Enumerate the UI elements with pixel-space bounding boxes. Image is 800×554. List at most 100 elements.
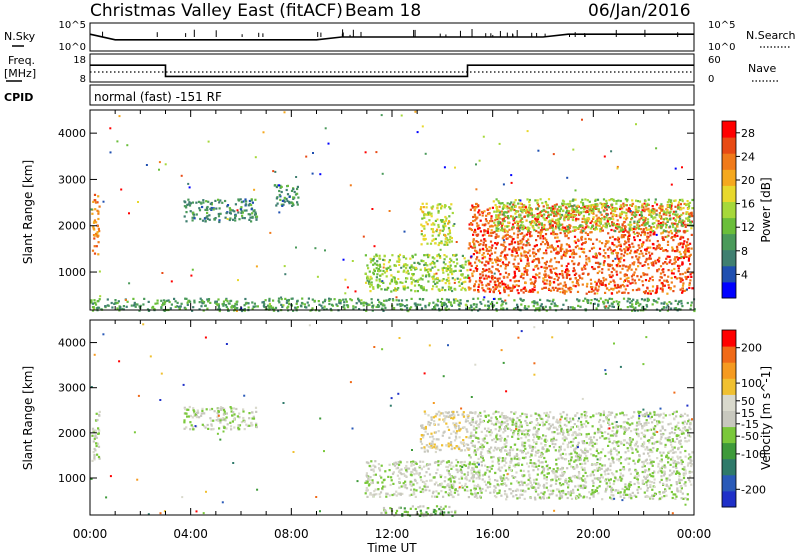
range-gate-cell [358, 300, 361, 303]
range-gate-cell [428, 211, 431, 214]
range-gate-cell [429, 268, 432, 271]
range-gate-cell [624, 240, 627, 243]
range-gate-cell [404, 486, 407, 489]
range-gate-cell [655, 209, 658, 212]
range-gate-cell [458, 284, 461, 287]
range-gate-cell [646, 297, 649, 300]
range-gate-cell [403, 269, 406, 272]
range-gate-cell [436, 259, 439, 263]
range-gate-cell [573, 269, 576, 272]
range-gate-cell [284, 273, 287, 276]
range-gate-cell [433, 483, 436, 486]
range-gate-cell [644, 260, 647, 264]
range-gate-cell [362, 301, 365, 304]
range-gate-cell [540, 303, 543, 306]
range-gate-cell [496, 268, 499, 271]
range-gate-cell [444, 491, 447, 494]
range-gate-cell [280, 298, 283, 301]
range-gate-cell [638, 227, 641, 230]
range-gate-cell [285, 188, 288, 192]
range-gate-cell [368, 464, 371, 468]
range-gate-cell [121, 307, 124, 311]
range-gate-cell [646, 462, 649, 465]
range-gate-cell [663, 284, 666, 287]
range-gate-cell [91, 427, 95, 430]
range-gate-cell [525, 244, 528, 247]
range-gate-cell [451, 211, 454, 215]
range-gate-cell [670, 281, 673, 284]
range-gate-cell [454, 432, 457, 435]
range-gate-cell [503, 290, 506, 294]
range-gate-cell [502, 239, 505, 242]
range-gate-cell [625, 204, 628, 207]
range-gate-cell [590, 287, 593, 291]
range-gate-cell [557, 283, 560, 286]
range-gate-cell [464, 280, 467, 283]
range-gate-cell [418, 472, 421, 475]
range-gate-cell [666, 309, 669, 312]
range-gate-cell [388, 259, 391, 262]
range-gate-cell [641, 243, 644, 246]
range-gate-cell [521, 238, 524, 241]
range-gate-cell [440, 220, 443, 223]
range-gate-cell [197, 411, 200, 414]
range-gate-cell [645, 248, 648, 251]
range-gate-cell [422, 426, 425, 430]
range-gate-cell [329, 307, 332, 311]
range-gate-cell [490, 225, 493, 228]
range-gate-cell [565, 276, 568, 279]
range-gate-cell [464, 482, 467, 485]
range-gate-cell [602, 276, 605, 280]
range-gate-cell [663, 301, 666, 304]
range-gate-cell [390, 274, 393, 277]
range-gate-cell [619, 199, 622, 203]
range-gate-cell [639, 303, 642, 306]
range-gate-cell [544, 286, 547, 289]
range-gate-cell [577, 279, 580, 282]
range-gate-cell [346, 304, 349, 307]
range-gate-cell [418, 473, 421, 477]
range-gate-cell [648, 239, 651, 242]
range-gate-cell [475, 264, 478, 268]
range-gate-cell [677, 204, 680, 207]
range-gate-cell [93, 237, 96, 240]
range-gate-cell [431, 228, 434, 231]
range-gate-cell [412, 493, 415, 496]
range-gate-cell [600, 283, 603, 286]
range-gate-cell [609, 207, 612, 211]
range-gate-cell [496, 263, 499, 266]
range-gate-cell [424, 412, 427, 415]
range-gate-cell [249, 216, 252, 219]
range-gate-cell [349, 184, 352, 187]
range-gate-cell [362, 235, 365, 238]
range-gate-cell [644, 217, 647, 220]
range-gate-cell [668, 199, 671, 202]
range-gate-cell [473, 288, 476, 292]
range-gate-cell [605, 202, 608, 205]
range-gate-cell [606, 241, 609, 244]
range-gate-cell [423, 254, 426, 257]
range-gate-cell [419, 303, 422, 306]
range-gate-cell [599, 262, 602, 265]
range-gate-cell [229, 211, 232, 214]
range-gate-cell [328, 297, 331, 300]
range-gate-cell [383, 271, 387, 274]
range-gate-cell [640, 211, 643, 214]
range-gate-cell [588, 260, 591, 263]
range-gate-cell [370, 468, 373, 471]
range-gate-cell [599, 297, 602, 300]
range-gate-cell [585, 292, 588, 295]
range-gate-cell [413, 473, 416, 476]
range-gate-cell [380, 464, 383, 467]
range-gate-cell [565, 230, 568, 233]
range-gate-cell [250, 199, 253, 202]
range-gate-cell [668, 301, 671, 304]
range-gate-cell [534, 462, 537, 466]
range-gate-cell [649, 485, 652, 488]
range-gate-cell [655, 233, 658, 236]
range-gate-cell [383, 299, 386, 302]
range-gate-cell [613, 284, 616, 287]
range-gate-cell [676, 213, 679, 216]
range-gate-cell [506, 276, 509, 279]
range-gate-cell [253, 302, 256, 305]
